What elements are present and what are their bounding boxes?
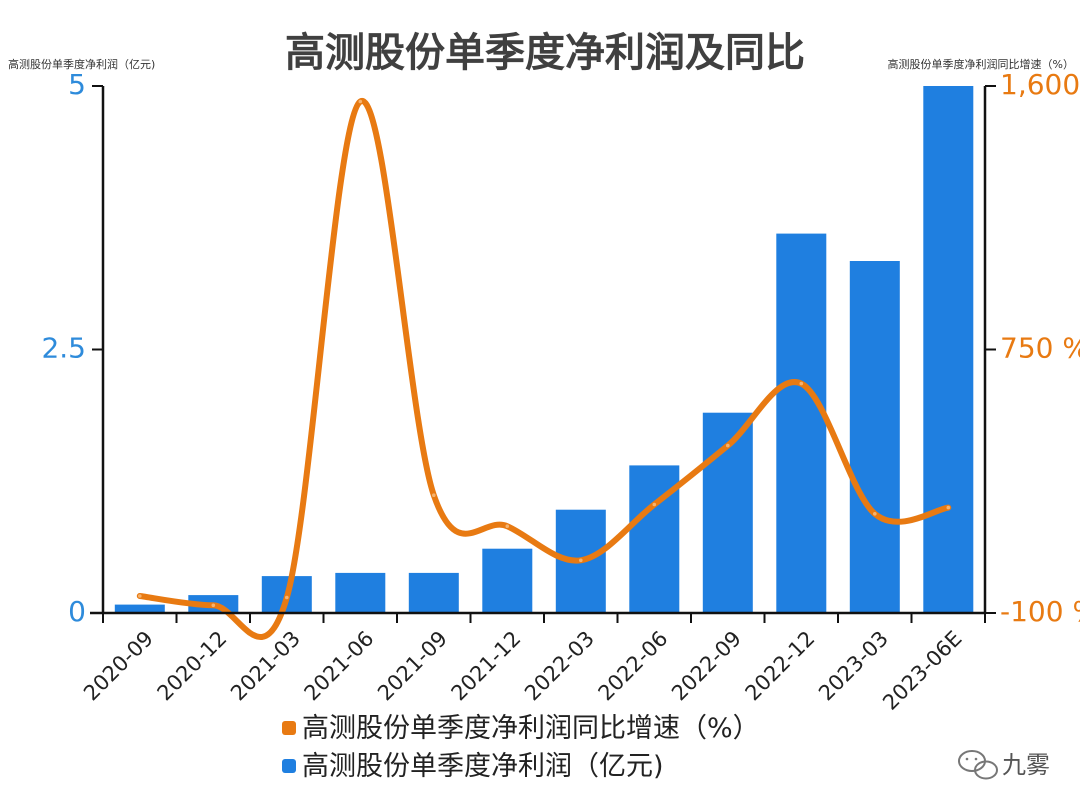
legend-swatch-orange xyxy=(282,721,296,735)
growth-point-2021-06 xyxy=(358,99,363,104)
x-tick-label: 2022-06 xyxy=(594,626,673,705)
bar-2021-09 xyxy=(408,572,459,613)
watermark: 九雾 xyxy=(958,750,1050,780)
left-axis-ticks: 02.55 xyxy=(41,68,103,628)
growth-point-2021-03 xyxy=(285,595,289,600)
growth-point-2020-09 xyxy=(138,594,142,598)
chart-title: 高测股份单季度净利润及同比 xyxy=(285,30,805,76)
growth-point-2020-12 xyxy=(211,603,216,608)
right-axis-label: 高测股份单季度净利润同比增速（%） xyxy=(888,57,1074,71)
legend-swatch-blue xyxy=(282,759,296,773)
right-tick-label: -100 % xyxy=(1000,595,1080,628)
legend-item-profit: 高测股份单季度净利润（亿元) xyxy=(282,751,664,782)
watermark-text: 九雾 xyxy=(1002,751,1050,779)
left-tick-label: 5 xyxy=(68,68,86,101)
x-tick-label: 2020-09 xyxy=(79,626,158,705)
x-tick-label: 2021-12 xyxy=(447,626,526,705)
legend-label-profit: 高测股份单季度净利润（亿元) xyxy=(302,751,664,782)
x-tick-label: 2021-06 xyxy=(300,626,379,705)
bar-2023-03 xyxy=(849,261,900,613)
x-tick-label: 2021-09 xyxy=(373,626,452,705)
left-tick-label: 0 xyxy=(68,595,86,628)
x-tick-label: 2022-03 xyxy=(520,626,599,705)
right-tick-label: 1,600 xyxy=(1000,68,1080,101)
bar-2022-12 xyxy=(776,233,827,613)
wechat-icon xyxy=(958,750,998,780)
x-tick-label: 2020-12 xyxy=(153,626,232,705)
legend-label-growth: 高测股份单季度净利润同比增速（%） xyxy=(302,713,760,744)
legend: 高测股份单季度净利润同比增速（%） 高测股份单季度净利润（亿元) xyxy=(282,713,760,782)
growth-point-2023-06E xyxy=(946,505,951,510)
x-tick-label: 2022-12 xyxy=(741,626,820,705)
growth-point-2022-09 xyxy=(726,443,730,448)
left-tick-label: 2.5 xyxy=(41,332,86,365)
legend-item-growth: 高测股份单季度净利润同比增速（%） xyxy=(282,713,760,744)
x-axis-ticks: 2020-092020-122021-032021-062021-092021-… xyxy=(79,613,986,715)
left-axis-label: 高测股份单季度净利润（亿元) xyxy=(8,57,155,71)
growth-point-2022-06 xyxy=(652,502,657,507)
growth-point-2021-12 xyxy=(505,524,510,528)
growth-line-series xyxy=(136,98,952,640)
bar-2021-06 xyxy=(335,572,386,613)
bar-2023-06E xyxy=(923,86,974,613)
bar-2020-09 xyxy=(114,604,165,613)
bar-2021-12 xyxy=(482,548,533,613)
right-axis-ticks: -100 % 750 % 1,600 xyxy=(985,68,1080,628)
growth-point-2021-09 xyxy=(432,493,436,498)
growth-line xyxy=(136,98,952,640)
bar-series xyxy=(114,86,974,613)
right-tick-label: 750 % xyxy=(1000,332,1080,365)
growth-point-2022-12 xyxy=(799,381,804,386)
x-tick-label: 2022-09 xyxy=(667,626,746,705)
x-tick-label: 2023-06E xyxy=(878,626,966,714)
growth-point-2023-03 xyxy=(873,512,877,516)
growth-point-2022-03 xyxy=(579,558,583,563)
